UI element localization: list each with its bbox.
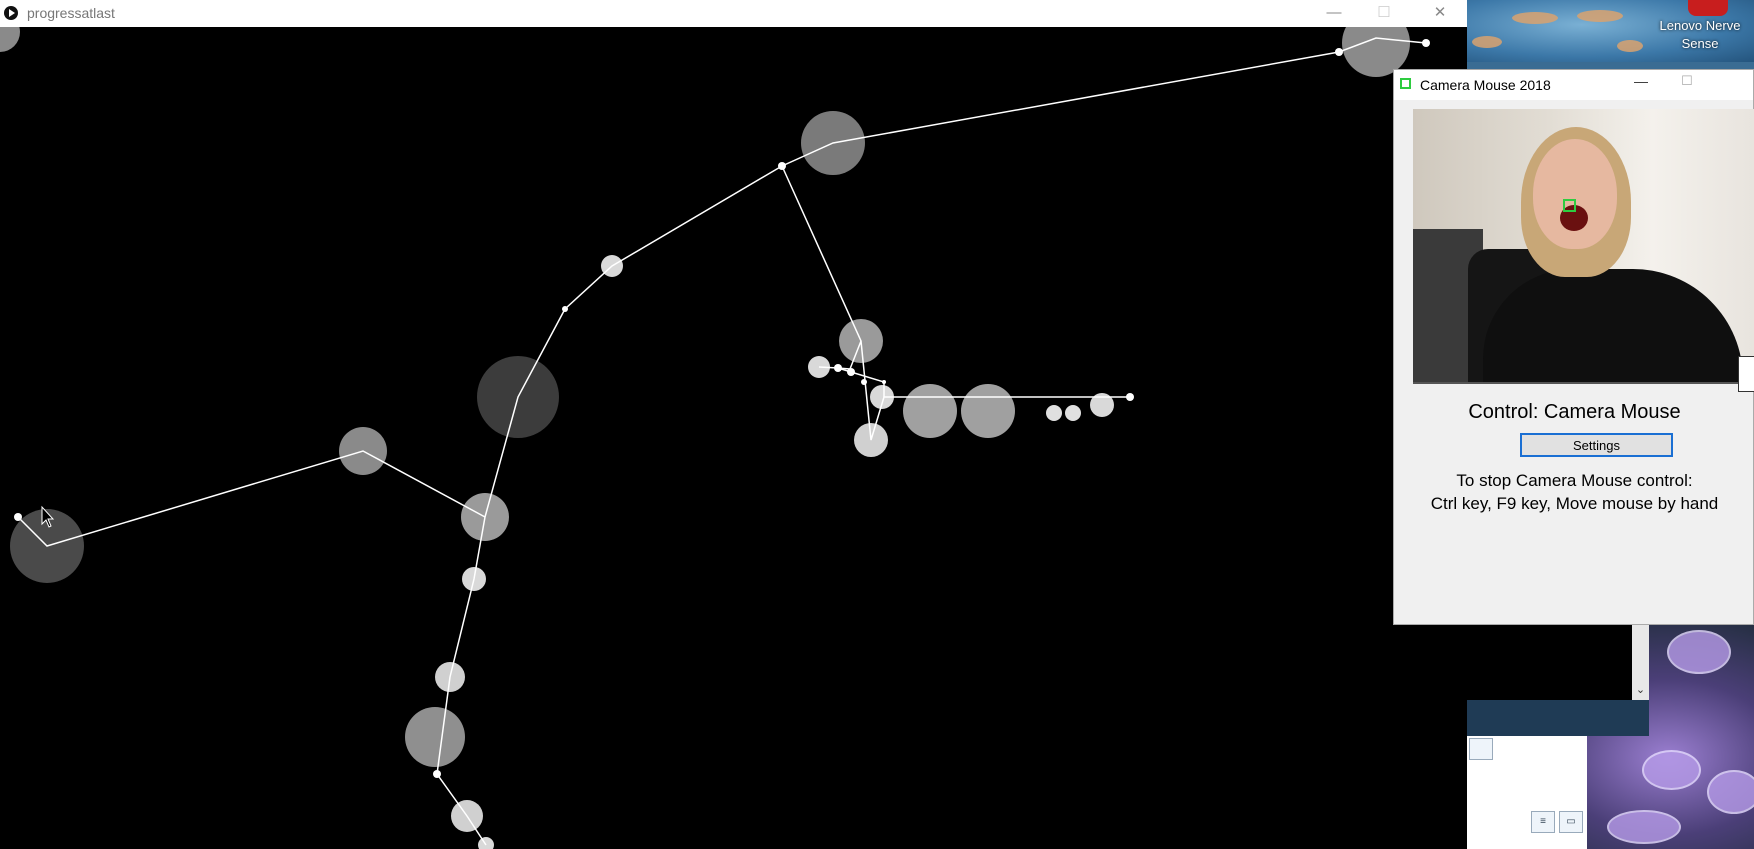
camera-mouse-title: Camera Mouse 2018 [1420,77,1551,93]
wallpaper-fish [1472,36,1502,48]
side-panel-button[interactable] [1738,356,1754,392]
node-dot [834,364,842,372]
title-bar: progressatlast — ☐ ✕ [0,0,1467,27]
node-circle [1090,393,1114,417]
node-dot [778,162,786,170]
wallpaper-fish [1512,12,1558,24]
node-circle [1046,405,1062,421]
control-status: Control: Camera Mouse [1468,401,1681,423]
camera-maximize-button[interactable]: ☐ [1681,73,1693,88]
background-window [1467,620,1649,700]
maximize-button[interactable]: ☐ [1377,4,1391,21]
sketch-canvas[interactable] [0,27,1467,849]
node-circle [0,27,20,52]
preview-view-icon[interactable]: ▭ [1559,811,1583,833]
video-person-face [1533,139,1617,249]
close-button[interactable]: ✕ [1433,4,1447,21]
scrollbar[interactable]: ⌄ [1632,620,1649,700]
node-dot [861,379,867,385]
node-circle [870,385,894,409]
node-circle [903,384,957,438]
path-line [17,450,486,547]
wallpaper-blob [1607,810,1681,844]
wallpaper-blob [1667,630,1731,674]
desktop-shortcut-label[interactable]: Lenovo Nerve Sense [1659,18,1741,51]
camera-mouse-titlebar: Camera Mouse 2018 — ☐ [1394,70,1753,100]
node-dot [433,770,441,778]
wallpaper-fish [1617,40,1643,52]
tracking-box-icon [1563,199,1576,212]
settings-button[interactable]: Settings [1520,433,1673,457]
processing-window: progressatlast — ☐ ✕ [0,0,1467,849]
background-window-bar [1467,700,1649,736]
camera-mouse-window: Camera Mouse 2018 — ☐ Control: Camera Mo… [1393,69,1754,625]
camera-mouse-app-icon [1400,78,1411,89]
path-line [781,165,1130,441]
node-circle [405,707,465,767]
node-dot [562,306,568,312]
node-dot [14,513,22,521]
node-circle [961,384,1015,438]
thumbnail-icon[interactable] [1469,738,1493,760]
cursor-icon [41,505,55,528]
path-line [436,37,1427,846]
node-dot [1422,39,1430,47]
minimize-button[interactable]: — [1326,4,1342,21]
wallpaper-blob [1707,770,1754,814]
wallpaper-fish [1577,10,1623,22]
stop-instructions-line2: Ctrl key, F9 key, Move mouse by hand [1430,494,1719,513]
window-title: progressatlast [27,5,115,21]
node-circle [1065,405,1081,421]
node-dot [882,380,886,384]
wallpaper-blob [1642,750,1701,790]
stop-instructions-line1: To stop Camera Mouse control: [1456,471,1693,490]
stop-instructions: To stop Camera Mouse control: Ctrl key, … [1394,469,1754,515]
lenovo-nerve-sense-icon[interactable] [1688,0,1728,16]
processing-app-icon [4,6,18,20]
list-view-icon[interactable]: ≡ [1531,811,1555,833]
node-dot [1335,48,1343,56]
node-circle [478,837,494,849]
camera-video-feed[interactable] [1413,109,1754,384]
node-dot [1126,393,1134,401]
node-dot [847,368,855,376]
scroll-down-icon[interactable]: ⌄ [1635,684,1646,696]
camera-minimize-button[interactable]: — [1634,73,1648,89]
